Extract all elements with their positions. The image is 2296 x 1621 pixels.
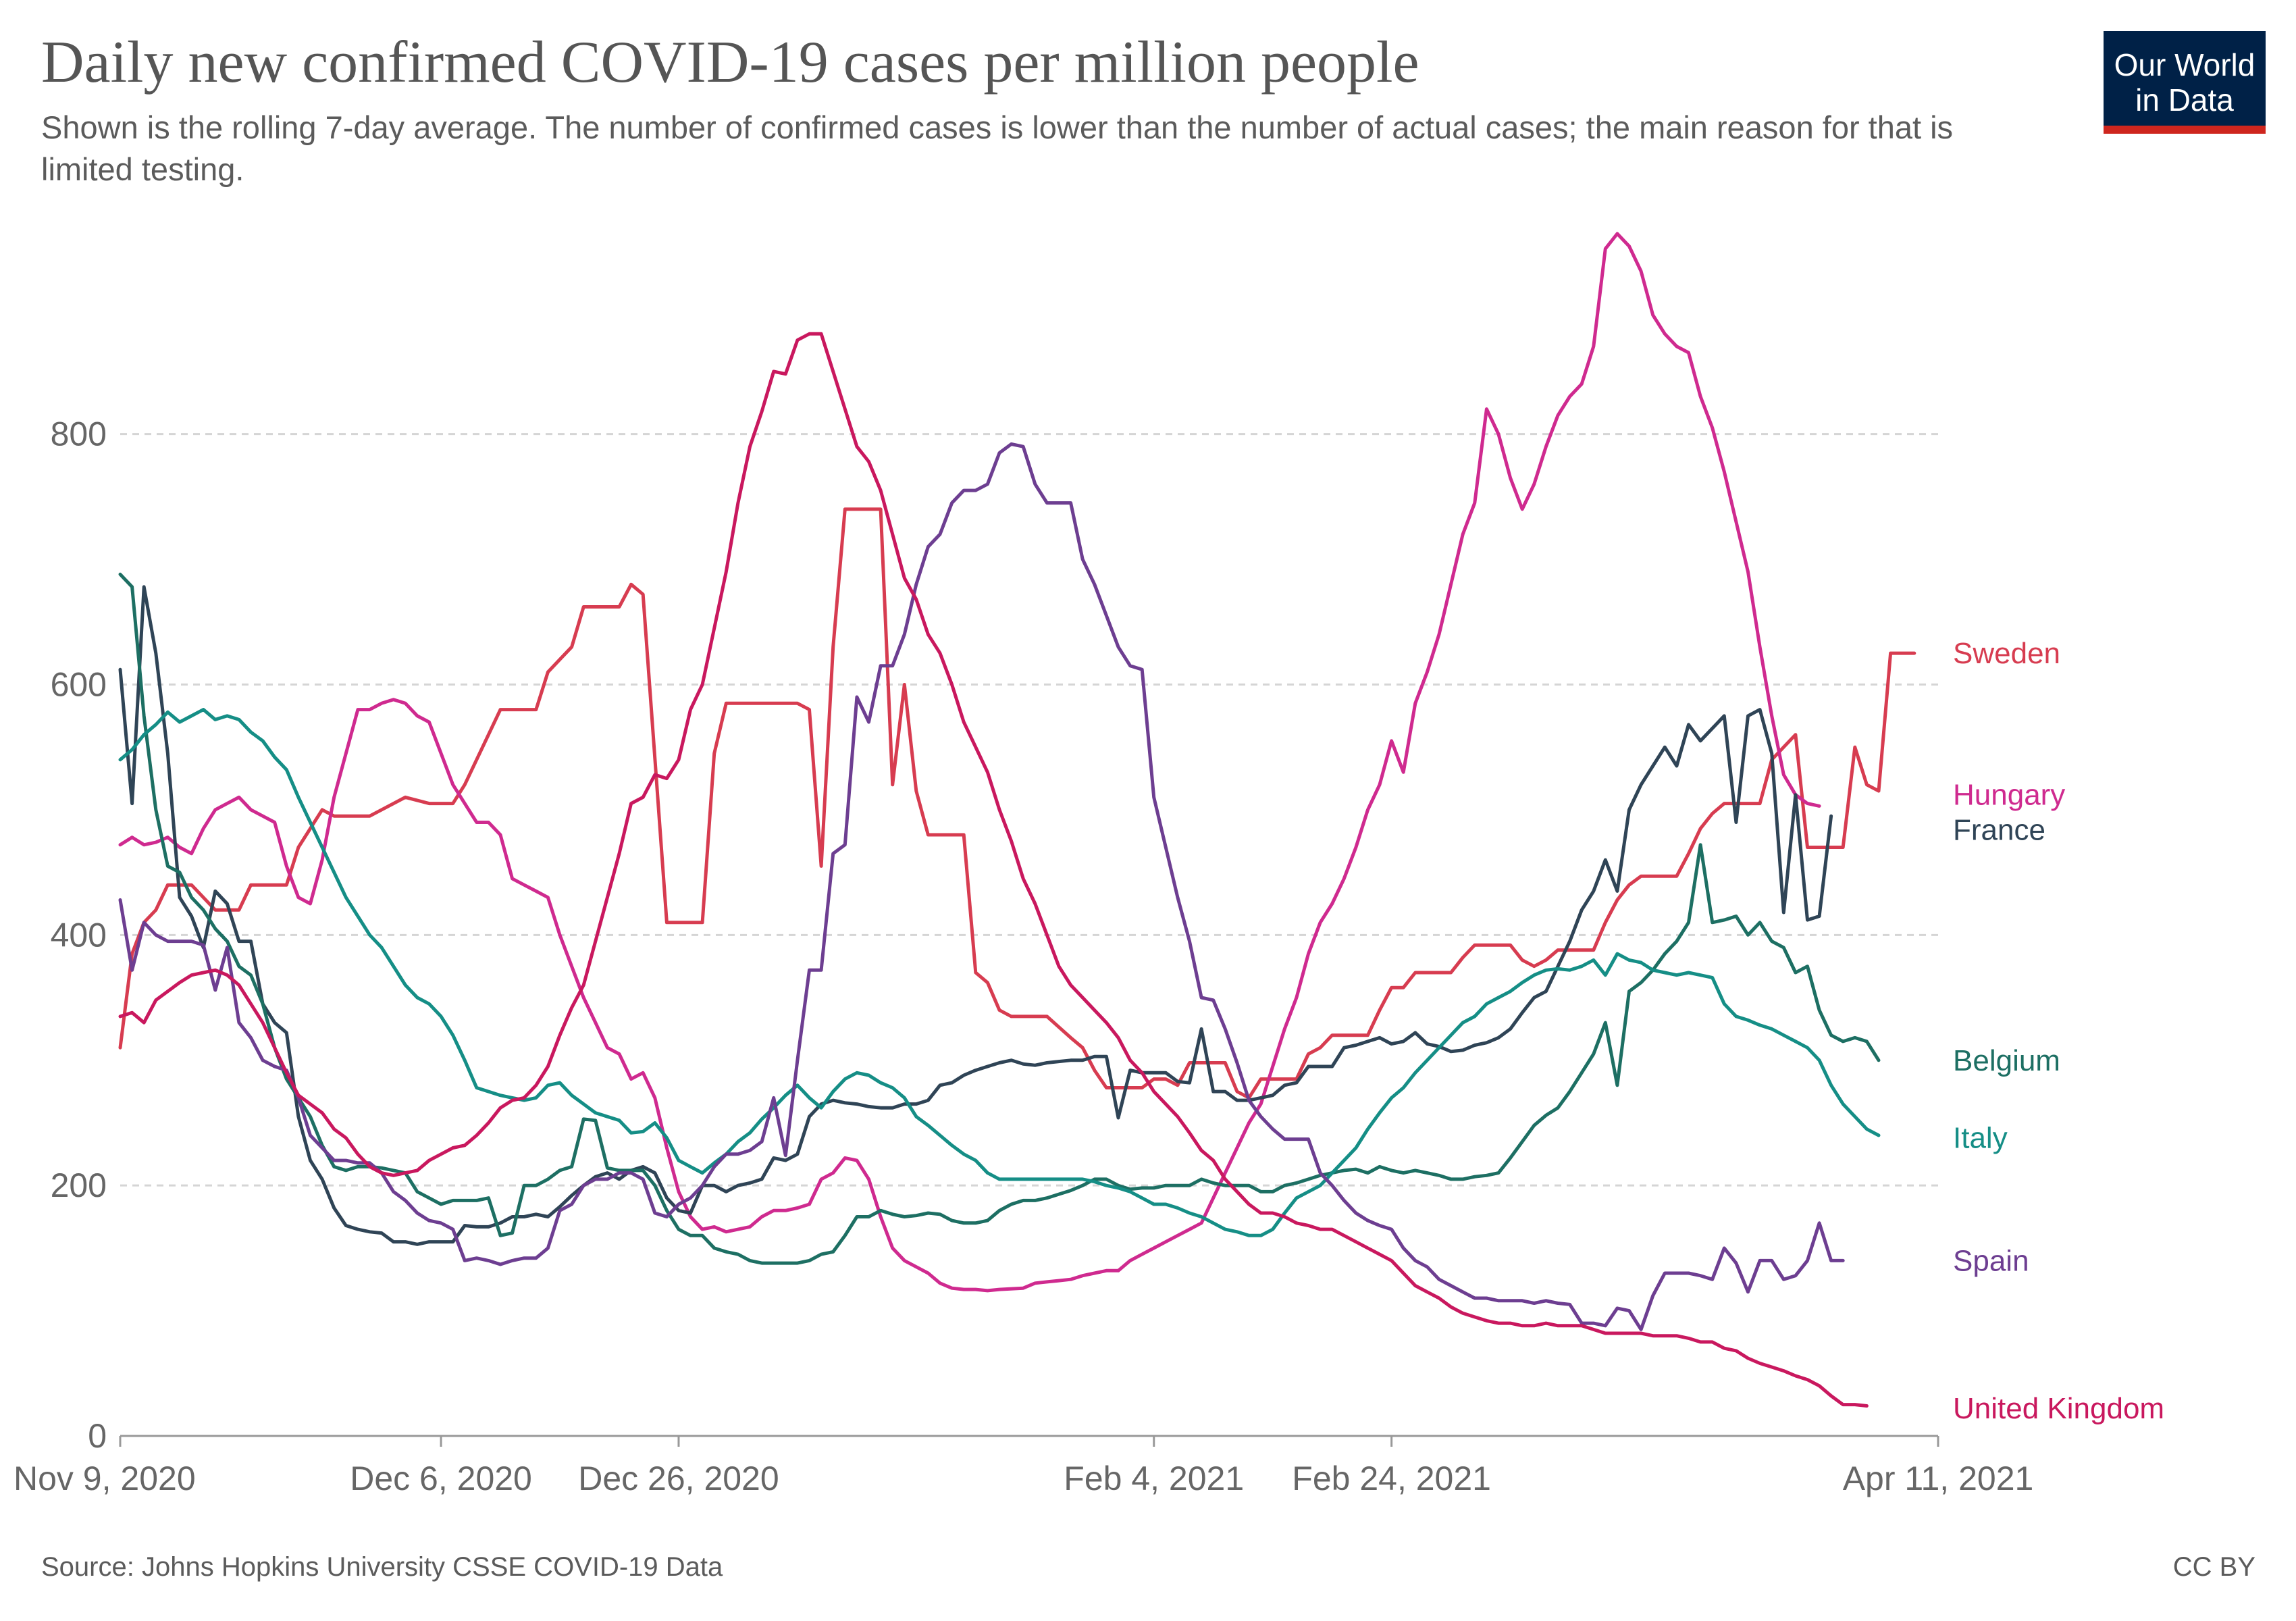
license-note[interactable]: CC BY	[2172, 1552, 2255, 1582]
series-line-united-kingdom[interactable]	[118, 332, 1869, 1408]
series-line-sweden[interactable]	[118, 507, 1916, 1100]
x-axis: Nov 9, 2020 Dec 6, 2020 Dec 26, 2020 Feb 4,…	[14, 1435, 2034, 1497]
series-label-italy[interactable]: Italy	[1953, 1122, 2008, 1155]
series-label-united-kingdom[interactable]: United Kingdom	[1953, 1392, 2164, 1425]
y-tick-label: 0	[88, 1417, 107, 1455]
series-label-hungary[interactable]: Hungary	[1953, 779, 2065, 812]
source-note[interactable]: Source: Johns Hopkins University CSSE CO…	[41, 1552, 723, 1582]
y-tick-label: 600	[51, 666, 107, 704]
y-tick-label: 800	[51, 415, 107, 453]
y-axis-ticks: 0 200 400 600 800	[51, 415, 107, 1455]
series-label-france[interactable]: France	[1953, 814, 2045, 847]
series-line-france[interactable]	[118, 585, 1833, 1246]
logo-accent-bar	[2104, 126, 2266, 134]
x-tick-label: Nov 9, 2020	[14, 1460, 196, 1497]
logo-line-1: Our World	[2114, 47, 2255, 82]
x-tick-label: Dec 26, 2020	[578, 1460, 779, 1497]
owid-logo[interactable]: Our World in Data	[2104, 31, 2266, 134]
series-label-sweden[interactable]: Sweden	[1953, 637, 2060, 670]
y-tick-label: 400	[51, 916, 107, 954]
series-line-belgium[interactable]	[118, 572, 1881, 1265]
series-label-belgium[interactable]: Belgium	[1953, 1044, 2060, 1077]
x-tick-label: Apr 11, 2021	[1843, 1460, 2034, 1497]
series-line-spain[interactable]	[118, 442, 1845, 1331]
gridlines	[120, 433, 1938, 1187]
series-line-italy[interactable]	[118, 708, 1881, 1237]
series-line-hungary[interactable]	[118, 232, 1821, 1293]
chart-subtitle: Shown is the rolling 7-day average. The …	[41, 109, 1954, 187]
y-tick-label: 200	[51, 1166, 107, 1204]
x-tick-label: Dec 6, 2020	[350, 1460, 532, 1497]
series-label-spain[interactable]: Spain	[1953, 1244, 2029, 1277]
series-lines	[118, 232, 1916, 1408]
x-tick-label: Feb 4, 2021	[1064, 1460, 1244, 1497]
chart-title: Daily new confirmed COVID-19 cases per m…	[41, 30, 1419, 95]
logo-line-2: in Data	[2135, 82, 2234, 118]
x-tick-label: Feb 24, 2021	[1292, 1460, 1491, 1497]
